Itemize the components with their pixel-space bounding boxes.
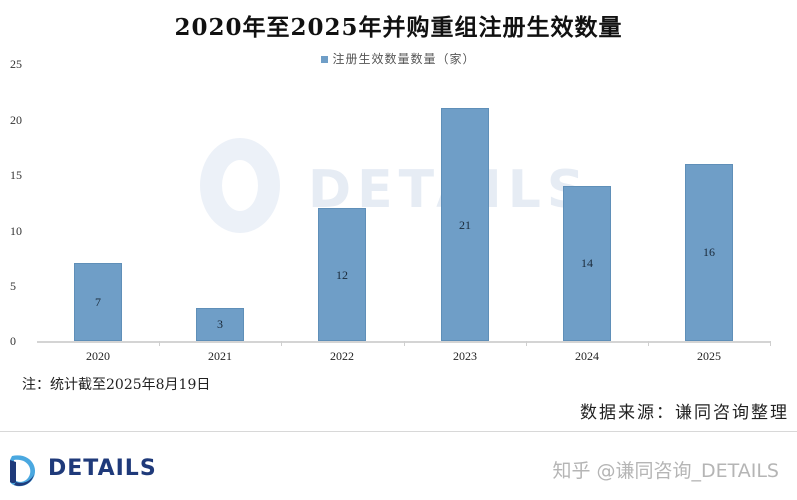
bar-value-label: 7 bbox=[95, 295, 101, 309]
x-tick-mark bbox=[648, 341, 649, 346]
footnote: 注：统计截至2025年8月19日 bbox=[22, 377, 211, 393]
footer-logo: DETAILS bbox=[4, 450, 164, 490]
x-tick-mark bbox=[281, 341, 282, 346]
bar-value-label: 16 bbox=[703, 245, 715, 259]
x-tick-label: 2022 bbox=[330, 349, 354, 363]
logo-text: DETAILS bbox=[48, 456, 157, 481]
x-tick-mark bbox=[526, 341, 527, 346]
bar-2024 bbox=[563, 186, 611, 341]
details-logo-icon bbox=[10, 455, 36, 487]
chart-legend: 注册生效数量数量（家） bbox=[0, 50, 797, 67]
x-tick-mark bbox=[159, 341, 160, 346]
x-tick-label: 2023 bbox=[453, 349, 477, 363]
divider bbox=[0, 431, 797, 432]
x-axis-line bbox=[37, 341, 770, 343]
bar-value-label: 12 bbox=[336, 268, 348, 282]
bar-value-label: 21 bbox=[459, 218, 471, 232]
bar-value-label: 14 bbox=[581, 256, 593, 270]
bar-2021 bbox=[196, 308, 244, 341]
watermark: DETAILS bbox=[200, 138, 600, 233]
bar-2025 bbox=[685, 164, 733, 341]
bar-2020 bbox=[74, 263, 122, 341]
y-tick: 20 bbox=[10, 113, 22, 127]
x-tick-mark bbox=[404, 341, 405, 346]
x-tick-mark bbox=[770, 341, 771, 346]
x-tick-label: 2025 bbox=[697, 349, 721, 363]
x-tick-label: 2024 bbox=[575, 349, 599, 363]
legend-label: 注册生效数量数量（家） bbox=[332, 52, 476, 66]
zhihu-attribution: 知乎 @谦同咨询_DETAILS bbox=[552, 460, 779, 482]
y-tick: 5 bbox=[10, 279, 16, 293]
page-title: 2020年至2025年并购重组注册生效数量 bbox=[174, 14, 623, 41]
y-tick: 15 bbox=[10, 168, 22, 182]
x-tick-label: 2021 bbox=[208, 349, 232, 363]
bar-2023 bbox=[441, 108, 489, 341]
y-tick: 25 bbox=[10, 57, 22, 71]
y-tick: 10 bbox=[10, 224, 22, 238]
data-source: 数据来源：谦同咨询整理 bbox=[580, 403, 789, 423]
y-tick: 0 bbox=[10, 334, 16, 348]
legend-swatch bbox=[321, 56, 329, 63]
bar-2022 bbox=[318, 208, 366, 341]
x-tick-label: 2020 bbox=[86, 349, 110, 363]
bar-value-label: 3 bbox=[217, 317, 223, 331]
watermark-logo-icon bbox=[200, 138, 280, 233]
